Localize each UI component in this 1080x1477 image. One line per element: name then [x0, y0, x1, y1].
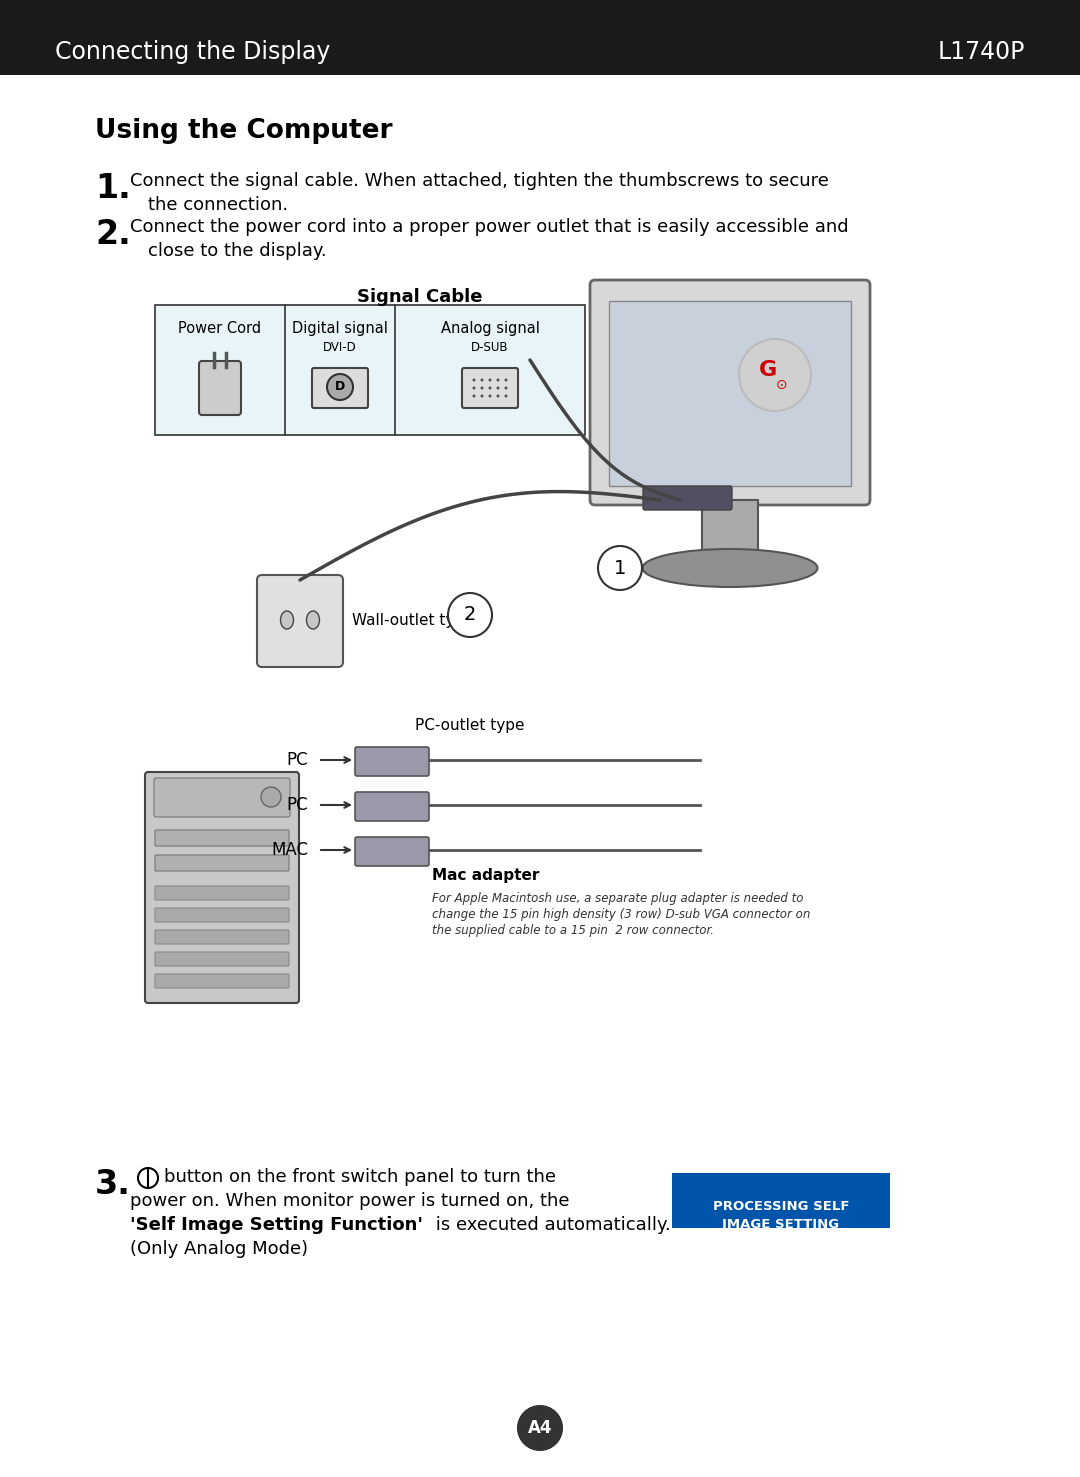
Text: ⊙: ⊙ [777, 378, 787, 391]
FancyBboxPatch shape [156, 830, 289, 846]
Text: Digital signal: Digital signal [292, 321, 388, 335]
Circle shape [481, 387, 484, 390]
FancyBboxPatch shape [0, 0, 1080, 75]
FancyBboxPatch shape [643, 486, 732, 510]
Text: DVI-D: DVI-D [323, 341, 356, 354]
Text: 3.: 3. [95, 1168, 131, 1201]
Circle shape [261, 787, 281, 806]
FancyBboxPatch shape [156, 886, 289, 899]
Circle shape [481, 378, 484, 381]
Text: Wall-outlet type: Wall-outlet type [352, 613, 474, 628]
Circle shape [504, 387, 508, 390]
FancyBboxPatch shape [257, 575, 343, 668]
Text: close to the display.: close to the display. [148, 242, 326, 260]
Text: button on the front switch panel to turn the: button on the front switch panel to turn… [164, 1168, 556, 1186]
FancyBboxPatch shape [355, 837, 429, 866]
Text: Mac adapter: Mac adapter [432, 868, 539, 883]
Text: (Only Analog Mode): (Only Analog Mode) [130, 1241, 308, 1258]
FancyBboxPatch shape [156, 908, 289, 922]
Text: 2: 2 [463, 606, 476, 625]
FancyBboxPatch shape [312, 368, 368, 408]
FancyBboxPatch shape [462, 368, 518, 408]
Text: Connecting the Display: Connecting the Display [55, 40, 330, 64]
Text: 1.: 1. [95, 171, 131, 205]
Circle shape [473, 387, 475, 390]
Text: Power Cord: Power Cord [178, 321, 261, 335]
Text: Signal Cable: Signal Cable [357, 288, 483, 306]
Text: L1740P: L1740P [937, 40, 1025, 64]
Text: Analog signal: Analog signal [441, 321, 539, 335]
Text: A4: A4 [528, 1419, 552, 1437]
FancyBboxPatch shape [154, 778, 291, 817]
Text: PC: PC [286, 750, 308, 770]
FancyBboxPatch shape [355, 792, 429, 821]
Circle shape [497, 394, 499, 397]
Circle shape [138, 1168, 158, 1188]
Circle shape [598, 546, 642, 589]
Circle shape [504, 394, 508, 397]
Circle shape [473, 378, 475, 381]
Circle shape [327, 374, 353, 400]
FancyBboxPatch shape [355, 747, 429, 775]
Text: D-SUB: D-SUB [471, 341, 509, 354]
Ellipse shape [281, 611, 294, 629]
Text: IMAGE SETTING: IMAGE SETTING [723, 1219, 839, 1230]
Text: 2.: 2. [95, 219, 131, 251]
Text: G: G [759, 360, 778, 380]
FancyBboxPatch shape [156, 304, 585, 436]
Circle shape [481, 394, 484, 397]
Text: PC-outlet type: PC-outlet type [415, 718, 525, 733]
Ellipse shape [307, 611, 320, 629]
Circle shape [739, 340, 811, 411]
FancyBboxPatch shape [156, 953, 289, 966]
Circle shape [488, 387, 491, 390]
Circle shape [488, 394, 491, 397]
FancyBboxPatch shape [156, 973, 289, 988]
FancyBboxPatch shape [609, 301, 851, 486]
Circle shape [497, 387, 499, 390]
Text: PC: PC [286, 796, 308, 814]
Text: Connect the power cord into a proper power outlet that is easily accessible and: Connect the power cord into a proper pow… [130, 219, 849, 236]
Ellipse shape [643, 549, 818, 586]
Circle shape [448, 592, 492, 637]
FancyBboxPatch shape [145, 772, 299, 1003]
Text: Using the Computer: Using the Computer [95, 118, 392, 143]
Text: the connection.: the connection. [148, 196, 288, 214]
Text: 'Self Image Setting Function': 'Self Image Setting Function' [130, 1216, 423, 1233]
Circle shape [473, 394, 475, 397]
FancyBboxPatch shape [672, 1173, 890, 1227]
Text: D: D [335, 381, 346, 393]
Text: MAC: MAC [271, 840, 308, 860]
Text: change the 15 pin high density (3 row) D-sub VGA connector on: change the 15 pin high density (3 row) D… [432, 908, 810, 922]
FancyBboxPatch shape [156, 931, 289, 944]
FancyBboxPatch shape [590, 281, 870, 505]
Text: Connect the signal cable. When attached, tighten the thumbscrews to secure: Connect the signal cable. When attached,… [130, 171, 828, 191]
Text: 1: 1 [613, 558, 626, 578]
FancyBboxPatch shape [156, 855, 289, 871]
FancyBboxPatch shape [702, 501, 758, 549]
Text: For Apple Macintosh use, a separate plug adapter is needed to: For Apple Macintosh use, a separate plug… [432, 892, 804, 905]
Circle shape [488, 378, 491, 381]
Text: PROCESSING SELF: PROCESSING SELF [713, 1199, 849, 1213]
Text: is executed automatically.: is executed automatically. [430, 1216, 671, 1233]
Circle shape [518, 1406, 562, 1450]
Circle shape [497, 378, 499, 381]
FancyBboxPatch shape [199, 360, 241, 415]
Text: power on. When monitor power is turned on, the: power on. When monitor power is turned o… [130, 1192, 576, 1210]
Text: the supplied cable to a 15 pin  2 row connector.: the supplied cable to a 15 pin 2 row con… [432, 925, 714, 936]
Circle shape [504, 378, 508, 381]
